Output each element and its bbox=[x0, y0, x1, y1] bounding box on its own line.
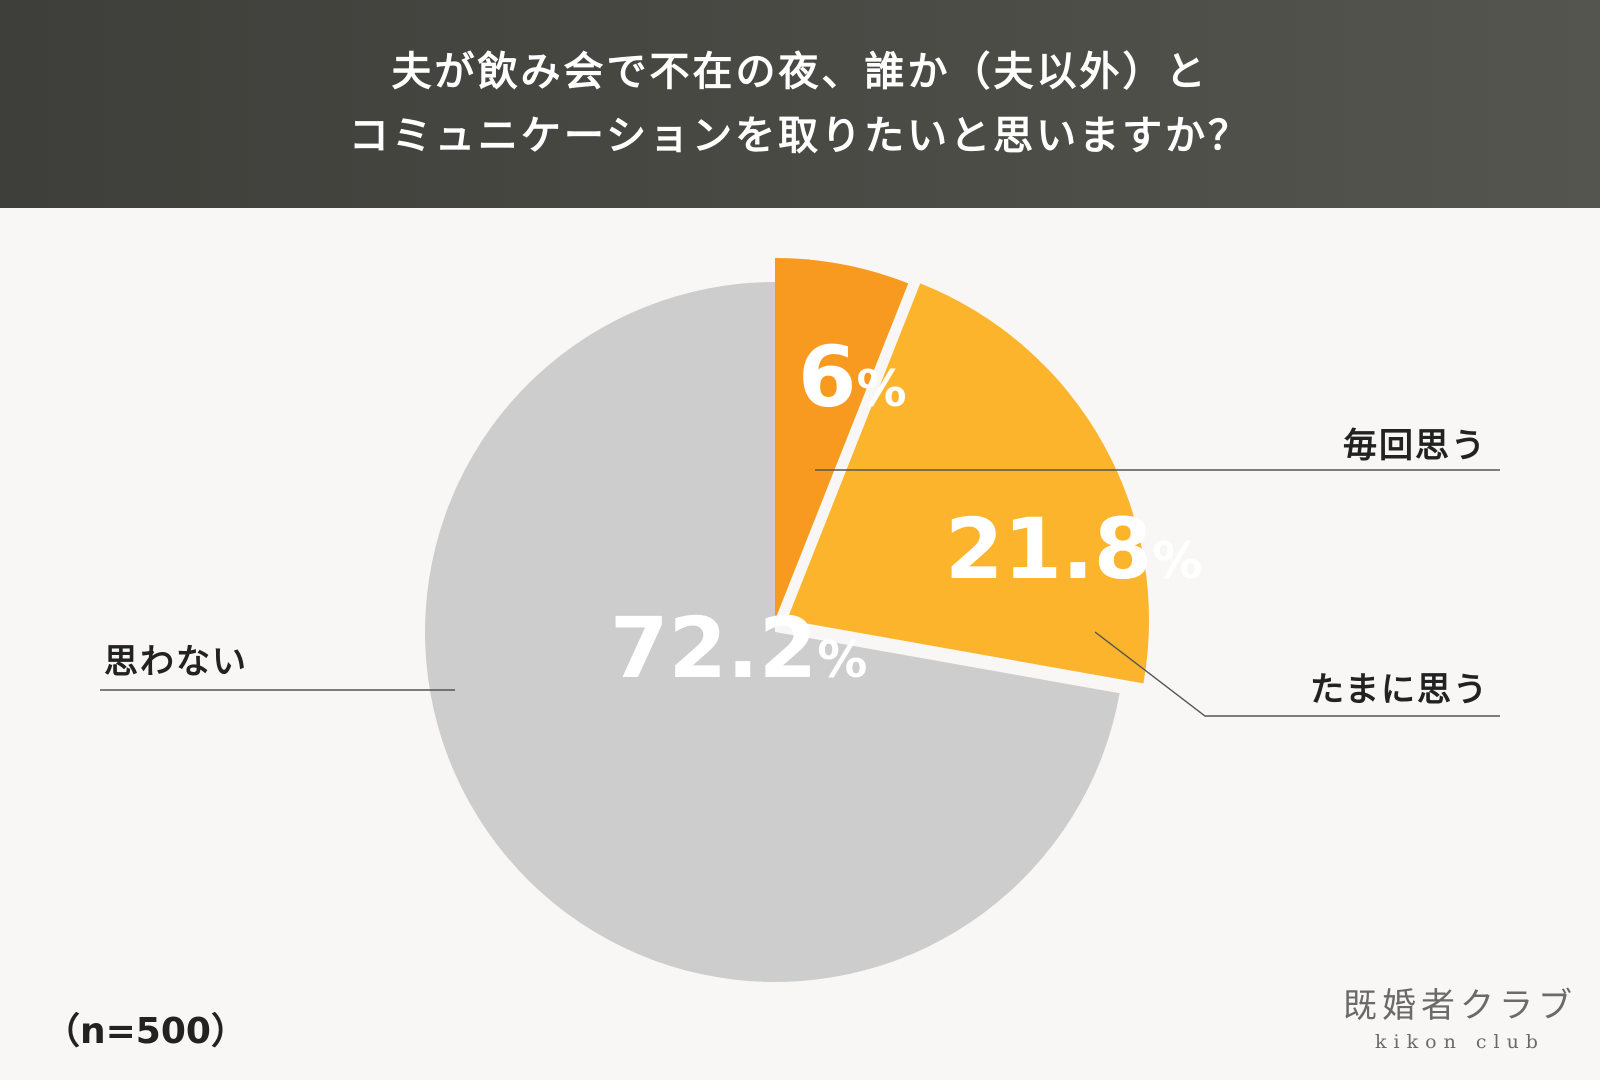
pie-slice-sometimes bbox=[787, 283, 1149, 684]
pct-label-sometimes: 21.8% bbox=[945, 500, 1202, 598]
chart-title-line-1: 夫が飲み会で不在の夜、誰か（夫以外）と bbox=[391, 49, 1209, 95]
pie-slice-no bbox=[425, 282, 1120, 982]
logo-english: kikon club bbox=[1375, 1031, 1545, 1053]
pct-label-no: 72.2% bbox=[610, 599, 867, 697]
category-label-no: 思わない bbox=[104, 642, 248, 682]
chart-title-banner: 夫が飲み会で不在の夜、誰か（夫以外）と コミュニケーションを取りたいと思いますか… bbox=[0, 0, 1600, 208]
leader-line-sometimes bbox=[1094, 631, 1500, 717]
brand-logo: 既婚者クラブ kikon club bbox=[1340, 978, 1580, 1053]
category-label-every-time: 毎回思う bbox=[1343, 426, 1487, 466]
logo-japanese: 既婚者クラブ bbox=[1343, 986, 1577, 1026]
pct-label-every-time: 6% bbox=[798, 328, 907, 426]
sample-size-note: （n=500） bbox=[44, 1011, 247, 1052]
pie-slice-every-time bbox=[775, 258, 909, 620]
chart-title-line-2: コミュニケーションを取りたいと思いますか？ bbox=[348, 113, 1252, 159]
category-label-sometimes: たまに思う bbox=[1310, 670, 1489, 710]
